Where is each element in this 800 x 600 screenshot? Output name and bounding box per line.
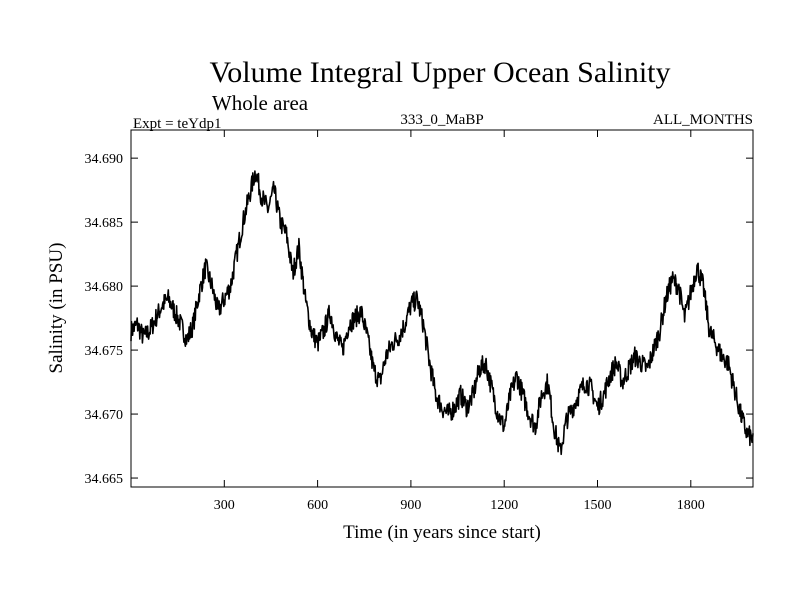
- x-axis: 300 600 900 1200 1500 1800: [214, 130, 705, 513]
- run-label: 333_0_MaBP: [400, 112, 483, 128]
- plot-frame: [130, 129, 754, 488]
- y-axis-label: Salinity (in PSU): [46, 243, 67, 374]
- salinity-series-line: [130, 170, 754, 456]
- experiment-label: Expt = teYdp1: [133, 116, 221, 132]
- y-axis: 34.665 34.670 34.675 34.680 34.685 34.690: [85, 152, 753, 487]
- y-tick-label: 34.670: [85, 408, 124, 423]
- chart-title: Volume Integral Upper Ocean Salinity: [210, 56, 671, 89]
- x-axis-label: Time (in years since start): [343, 522, 541, 543]
- x-tick-label: 1800: [677, 498, 705, 513]
- x-tick-label: 1500: [584, 498, 612, 513]
- months-label: ALL_MONTHS: [653, 112, 753, 128]
- y-tick-label: 34.690: [85, 152, 124, 167]
- y-tick-label: 34.665: [85, 472, 124, 487]
- x-tick-label: 600: [307, 498, 328, 513]
- x-tick-label: 300: [214, 498, 235, 513]
- x-tick-label: 1200: [490, 498, 518, 513]
- x-tick-label: 900: [400, 498, 421, 513]
- y-tick-label: 34.685: [85, 216, 124, 231]
- chart-subtitle: Whole area: [212, 91, 309, 115]
- y-tick-label: 34.675: [85, 344, 124, 359]
- y-tick-label: 34.680: [85, 280, 124, 295]
